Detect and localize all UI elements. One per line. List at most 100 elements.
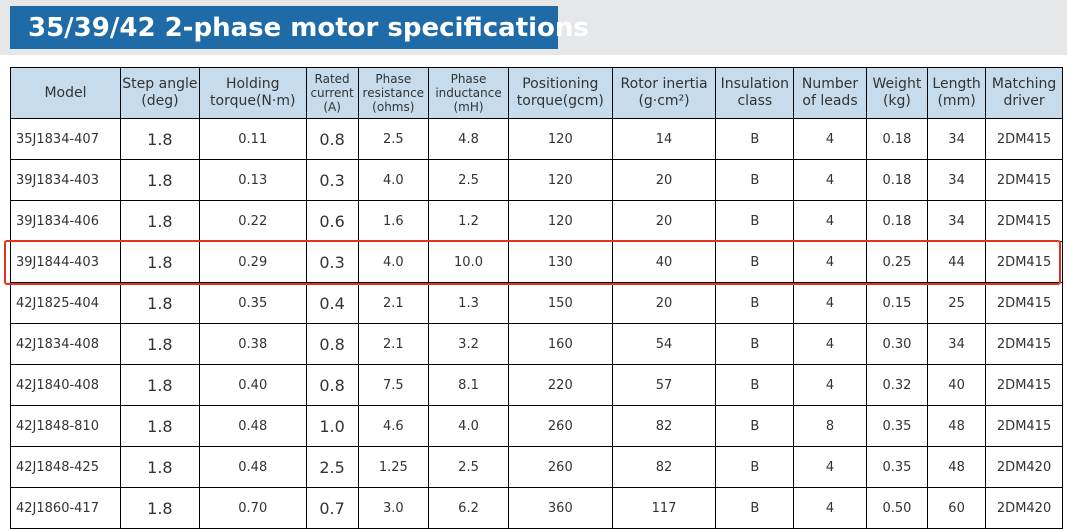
cell-matching-driver: 2DM415 xyxy=(985,118,1063,160)
cell-length: 40 xyxy=(927,364,987,406)
cell-holding-torque: 0.38 xyxy=(198,323,307,365)
cell-step-angle: 1.8 xyxy=(119,282,200,324)
cell-model: 42J1848-425 xyxy=(10,446,121,488)
cell-matching-driver: 2DM420 xyxy=(985,487,1063,529)
cell-rotor-inertia: 20 xyxy=(611,282,717,324)
cell-holding-torque: 0.48 xyxy=(198,446,307,488)
cell-holding-torque: 0.22 xyxy=(198,200,307,242)
cell-model: 35J1834-407 xyxy=(10,118,121,160)
cell-phase-resistance: 1.25 xyxy=(357,446,430,488)
cell-number-of-leads: 4 xyxy=(793,364,867,406)
cell-length: 44 xyxy=(927,241,987,283)
cell-insulation-class: B xyxy=(715,446,795,488)
table-row: 35J1834-407 1.8 0.11 0.8 2.5 4.8 120 14 B 4 0.18 34… xyxy=(10,118,1063,160)
cell-holding-torque: 0.40 xyxy=(198,364,307,406)
cell-rated-current: 0.7 xyxy=(305,487,359,529)
cell-insulation-class: B xyxy=(715,323,795,365)
cell-step-angle: 1.8 xyxy=(119,405,200,447)
cell-phase-resistance: 1.6 xyxy=(357,200,430,242)
cell-weight: 0.18 xyxy=(865,159,929,201)
cell-matching-driver: 2DM415 xyxy=(985,323,1063,365)
cell-rated-current: 0.6 xyxy=(305,200,359,242)
cell-rated-current: 2.5 xyxy=(305,446,359,488)
cell-insulation-class: B xyxy=(715,405,795,447)
cell-rotor-inertia: 82 xyxy=(611,405,717,447)
cell-length: 48 xyxy=(927,405,987,447)
cell-phase-inductance: 4.8 xyxy=(428,118,509,160)
cell-positioning-torque: 150 xyxy=(507,282,613,324)
cell-rotor-inertia: 54 xyxy=(611,323,717,365)
cell-phase-inductance: 2.5 xyxy=(428,446,509,488)
table-row: 42J1840-408 1.8 0.40 0.8 7.5 8.1 220 57 B 4 0.32 40… xyxy=(10,364,1063,406)
cell-model: 39J1844-403 xyxy=(10,241,121,283)
cell-matching-driver: 2DM415 xyxy=(985,282,1063,324)
cell-length: 34 xyxy=(927,159,987,201)
cell-holding-torque: 0.70 xyxy=(198,487,307,529)
cell-step-angle: 1.8 xyxy=(119,200,200,242)
cell-rated-current: 0.8 xyxy=(305,364,359,406)
cell-holding-torque: 0.48 xyxy=(198,405,307,447)
table-row: 42J1834-408 1.8 0.38 0.8 2.1 3.2 160 54 B 4 0.30 34… xyxy=(10,323,1063,365)
cell-step-angle: 1.8 xyxy=(119,364,200,406)
cell-holding-torque: 0.13 xyxy=(198,159,307,201)
cell-weight: 0.35 xyxy=(865,446,929,488)
cell-phase-inductance: 1.3 xyxy=(428,282,509,324)
cell-number-of-leads: 4 xyxy=(793,241,867,283)
cell-weight: 0.35 xyxy=(865,405,929,447)
cell-phase-resistance: 4.0 xyxy=(357,241,430,283)
cell-number-of-leads: 4 xyxy=(793,200,867,242)
col-header-matching-driver: Matching driver xyxy=(985,67,1063,119)
cell-phase-resistance: 2.1 xyxy=(357,323,430,365)
cell-positioning-torque: 130 xyxy=(507,241,613,283)
cell-insulation-class: B xyxy=(715,118,795,160)
cell-phase-resistance: 7.5 xyxy=(357,364,430,406)
cell-number-of-leads: 8 xyxy=(793,405,867,447)
cell-positioning-torque: 360 xyxy=(507,487,613,529)
cell-length: 48 xyxy=(927,446,987,488)
cell-positioning-torque: 160 xyxy=(507,323,613,365)
col-header-positioning-torque: Positioning torque(gcm) xyxy=(507,67,613,119)
col-header-holding-torque: Holding torque(N·m) xyxy=(198,67,307,119)
cell-weight: 0.50 xyxy=(865,487,929,529)
cell-phase-inductance: 1.2 xyxy=(428,200,509,242)
col-header-number-of-leads: Number of leads xyxy=(793,67,867,119)
cell-number-of-leads: 4 xyxy=(793,118,867,160)
table-row: 39J1844-403 1.8 0.29 0.3 4.0 10.0 130 40 B 4 0.25 4… xyxy=(10,241,1063,283)
cell-holding-torque: 0.29 xyxy=(198,241,307,283)
cell-positioning-torque: 120 xyxy=(507,200,613,242)
cell-number-of-leads: 4 xyxy=(793,323,867,365)
table-row: 39J1834-403 1.8 0.13 0.3 4.0 2.5 120 20 B 4 0.18 34… xyxy=(10,159,1063,201)
cell-weight: 0.25 xyxy=(865,241,929,283)
table-row: 42J1848-425 1.8 0.48 2.5 1.25 2.5 260 82 B 4 0.35 4… xyxy=(10,446,1063,488)
cell-phase-inductance: 8.1 xyxy=(428,364,509,406)
cell-weight: 0.30 xyxy=(865,323,929,365)
cell-phase-resistance: 2.1 xyxy=(357,282,430,324)
table-row: 42J1860-417 1.8 0.70 0.7 3.0 6.2 360 117 B 4 0.50 6… xyxy=(10,487,1063,529)
cell-positioning-torque: 260 xyxy=(507,446,613,488)
col-header-phase-inductance: Phase inductance (mH) xyxy=(428,67,509,119)
cell-insulation-class: B xyxy=(715,364,795,406)
col-header-model: Model xyxy=(10,67,121,119)
col-header-rotor-inertia: Rotor inertia (g·cm²) xyxy=(611,67,717,119)
cell-matching-driver: 2DM420 xyxy=(985,446,1063,488)
cell-matching-driver: 2DM415 xyxy=(985,159,1063,201)
cell-rated-current: 0.8 xyxy=(305,118,359,160)
cell-rotor-inertia: 20 xyxy=(611,159,717,201)
cell-positioning-torque: 120 xyxy=(507,118,613,160)
cell-rotor-inertia: 40 xyxy=(611,241,717,283)
table-row: 39J1834-406 1.8 0.22 0.6 1.6 1.2 120 20 B 4 0.18 34… xyxy=(10,200,1063,242)
cell-model: 42J1834-408 xyxy=(10,323,121,365)
title-box: 35/39/42 2-phase motor specifications xyxy=(10,6,589,49)
cell-length: 34 xyxy=(927,118,987,160)
cell-rated-current: 0.3 xyxy=(305,159,359,201)
cell-matching-driver: 2DM415 xyxy=(985,405,1063,447)
cell-positioning-torque: 260 xyxy=(507,405,613,447)
header-row: Model Step angle (deg) Holding torque(N·m)… xyxy=(10,67,1063,119)
col-header-length: Length (mm) xyxy=(927,67,987,119)
table-row: 42J1825-404 1.8 0.35 0.4 2.1 1.3 150 20 B 4 0.15 25… xyxy=(10,282,1063,324)
col-header-weight: Weight (kg) xyxy=(865,67,929,119)
cell-phase-inductance: 2.5 xyxy=(428,159,509,201)
col-header-rated-current: Rated current (A) xyxy=(305,67,359,119)
cell-positioning-torque: 120 xyxy=(507,159,613,201)
cell-step-angle: 1.8 xyxy=(119,323,200,365)
